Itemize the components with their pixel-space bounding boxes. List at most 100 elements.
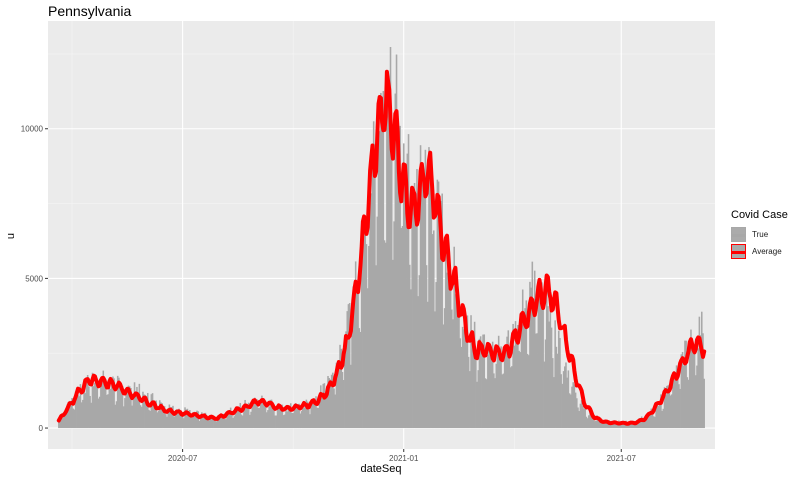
bar-true	[586, 418, 589, 429]
bar-true	[589, 411, 591, 429]
bar-true	[454, 294, 457, 429]
bar-true	[580, 400, 583, 429]
bar-true	[389, 47, 392, 429]
bar-true	[360, 232, 363, 429]
y-axis-label: u	[5, 233, 17, 239]
bar-true	[557, 330, 560, 429]
bar-true	[64, 414, 66, 429]
bar-true	[685, 340, 687, 429]
bar-true	[667, 385, 669, 429]
bar-true	[342, 380, 345, 429]
bar-true	[690, 329, 692, 429]
bar-true	[500, 346, 502, 429]
bar-true	[401, 226, 404, 429]
bar-true	[529, 281, 531, 429]
bar-true	[501, 374, 504, 429]
bar-true	[417, 296, 419, 429]
bar-true	[140, 406, 143, 429]
bar-true	[630, 422, 632, 429]
bar-true	[547, 306, 549, 429]
bar-true	[217, 416, 220, 429]
bar-true	[314, 400, 316, 429]
bar-true	[77, 394, 79, 429]
bar-true	[394, 93, 397, 429]
legend-label-true: True	[752, 230, 769, 239]
bar-true	[162, 408, 165, 429]
bar-true	[322, 383, 324, 429]
bar-true	[146, 392, 149, 429]
bar-true	[97, 398, 100, 429]
bar-true	[682, 365, 685, 429]
bar-true	[488, 347, 490, 429]
bar-true	[320, 385, 322, 429]
bar-true	[317, 407, 320, 429]
bar-true	[423, 189, 425, 429]
bar-true	[681, 352, 684, 429]
bar-true	[312, 403, 315, 429]
bar-true	[287, 405, 290, 429]
bar-true	[594, 421, 596, 429]
bar-true	[365, 244, 368, 429]
bar-true	[346, 311, 349, 429]
bar-true	[228, 413, 231, 429]
bar-true	[380, 92, 382, 429]
bar-true	[163, 406, 166, 429]
bar-true	[177, 410, 179, 429]
bar-true	[219, 416, 221, 429]
bar-true	[378, 131, 381, 429]
bar-true	[299, 413, 302, 429]
bar-true	[646, 415, 649, 429]
bar-true	[264, 404, 267, 429]
bar-true	[158, 400, 161, 429]
bar-true	[484, 378, 487, 429]
bar-true	[537, 291, 540, 429]
bar-true	[515, 329, 518, 429]
bar-true	[684, 340, 686, 429]
bar-true	[249, 414, 251, 429]
bar-true	[336, 364, 339, 429]
bar-true	[560, 374, 562, 429]
bar-true	[549, 305, 552, 429]
bar-true	[688, 347, 691, 429]
bar-true	[472, 348, 475, 429]
bar-true	[62, 412, 65, 429]
bar-true	[261, 395, 263, 429]
bar-true	[583, 408, 585, 429]
bar-true	[167, 409, 169, 429]
bar-true	[316, 407, 318, 429]
bar-true	[106, 394, 108, 429]
bar-true	[350, 364, 352, 429]
bar-true	[435, 282, 437, 429]
bar-true	[577, 407, 579, 429]
bar-true	[78, 396, 81, 429]
bar-true	[399, 125, 401, 429]
bar-true	[356, 284, 358, 429]
bar-true	[383, 240, 386, 429]
bar-true	[513, 345, 516, 429]
bar-true	[701, 311, 703, 429]
bar-true	[66, 404, 68, 429]
bar-true	[496, 353, 499, 429]
bar-true	[130, 387, 132, 429]
bar-true	[245, 405, 248, 429]
bar-true	[155, 400, 157, 429]
bar-true	[338, 365, 340, 429]
bar-true	[173, 416, 175, 429]
bar-true	[395, 54, 398, 429]
bar-true	[578, 411, 580, 429]
bar-true	[303, 407, 305, 429]
x-tick-label: 2021-07	[607, 454, 637, 463]
bar-true	[668, 384, 671, 429]
bar-true	[274, 415, 276, 429]
bar-true	[138, 383, 141, 429]
bar-true	[637, 422, 639, 429]
bar-true	[411, 205, 413, 429]
bar-true	[664, 395, 667, 429]
x-tick-label: 2020-07	[168, 454, 198, 463]
bar-true	[235, 409, 238, 429]
bar-true	[507, 330, 510, 429]
legend-key-true	[731, 227, 746, 242]
bar-true	[195, 412, 197, 429]
bar-true	[197, 411, 199, 429]
bar-true	[125, 390, 127, 429]
